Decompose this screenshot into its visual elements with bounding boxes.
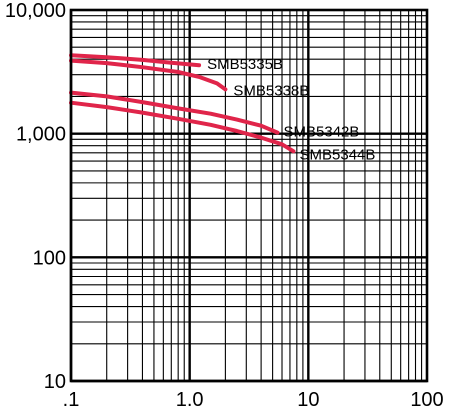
plot-frame: [69, 8, 429, 383]
series-line-smb5342b: [69, 90, 280, 135]
series-label-smb5342b: SMB5342B: [284, 124, 360, 141]
series-label-smb5338b: SMB5338B: [233, 82, 309, 99]
tick-labels: .1 1.0 10 100 10 100 1,000 10,000: [5, 0, 444, 411]
y-tick-label: 10: [44, 371, 66, 393]
series-label-smb5344b: SMB5344B: [300, 146, 376, 163]
series-line-smb5344b: [69, 100, 296, 154]
series-line-smb5335b: [69, 53, 202, 68]
x-tick-label: 10: [297, 389, 319, 411]
x-tick-label: 1.0: [176, 389, 204, 411]
series-line-smb5338b: [69, 58, 228, 92]
y-tick-label: 1,000: [16, 124, 66, 146]
y-tick-label: 100: [33, 247, 66, 269]
x-tick-label: 100: [410, 389, 443, 411]
x-tick-label: .1: [63, 389, 80, 411]
y-tick-label: 10,000: [5, 0, 66, 22]
series-lines: [69, 53, 296, 154]
series-label-smb5335b: SMB5335B: [207, 56, 283, 73]
series-labels: SMB5335B SMB5338B SMB5342B SMB5344B: [207, 56, 375, 163]
